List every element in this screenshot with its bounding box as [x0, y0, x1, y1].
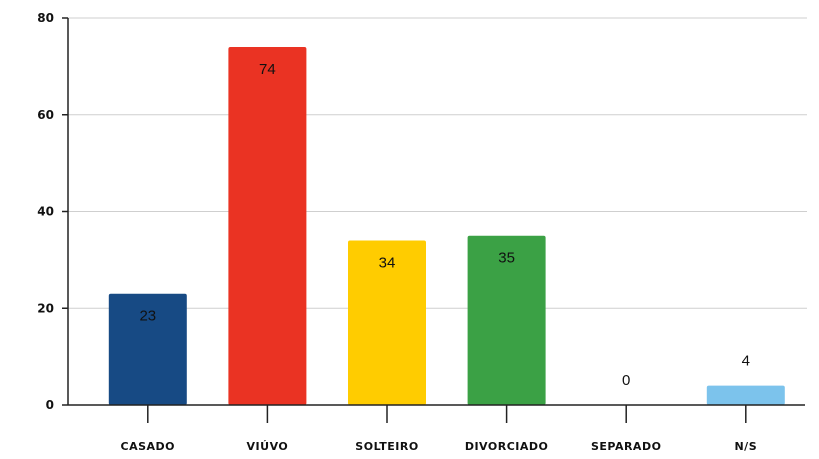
data-labels: 23 74 34 35 0 4 [139, 61, 750, 389]
y-tick-label: 40 [37, 205, 54, 219]
x-tick-label: CASADO [121, 440, 176, 453]
x-tick-label: DIVORCIADO [465, 440, 549, 453]
x-tick-label: SOLTEIRO [355, 440, 418, 453]
y-tick-label: 0 [46, 398, 54, 412]
data-label: 0 [622, 372, 630, 389]
y-tick-label: 80 [37, 11, 54, 25]
data-label: 23 [139, 308, 156, 325]
bar [706, 385, 785, 405]
bar [108, 293, 187, 405]
gridlines [68, 17, 807, 309]
y-tick-label: 60 [37, 108, 54, 122]
bar [228, 47, 307, 406]
bars [108, 47, 785, 406]
bar [467, 235, 546, 405]
data-label: 34 [379, 255, 396, 272]
x-tick-label: VIÚVO [247, 440, 289, 453]
data-label: 35 [498, 250, 515, 267]
y-tick-label: 20 [37, 301, 54, 315]
data-label: 74 [259, 61, 276, 78]
data-label: 4 [742, 353, 750, 370]
bar [348, 240, 426, 405]
x-tick-label: N/S [734, 440, 757, 453]
x-tick-label: SEPARADO [591, 440, 661, 453]
